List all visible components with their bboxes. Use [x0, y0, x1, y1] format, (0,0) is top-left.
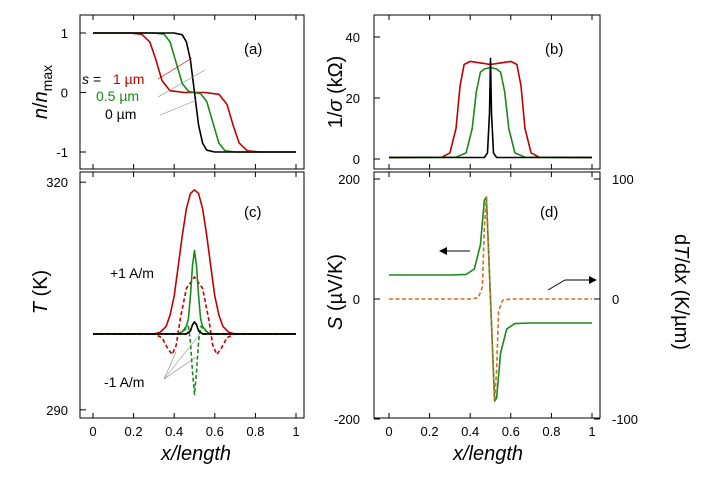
legend-0um-pointer: [159, 99, 198, 116]
legend-0um: 0 µm: [105, 106, 136, 122]
panel-b-ytick-label: 20: [346, 91, 360, 106]
panel-d-xtick-label: 0.4: [461, 424, 479, 439]
panel-c-xlabel: x/length: [160, 443, 231, 465]
legend-s-title: s =: [82, 71, 101, 87]
panel-d-xlabel: x/length: [452, 443, 523, 465]
panel-a: 1 0 -1 (a) n/nmax s = 1 µm 0.5 µm 0 µm: [30, 14, 305, 170]
pointer-minus-3: [163, 333, 201, 380]
panel-a-ytick-label: 1: [61, 26, 68, 41]
annotation-plus-current: +1 A/m: [110, 265, 154, 281]
panel-c-series-5: [93, 320, 296, 335]
panel-d-y2tick-label: 0: [612, 292, 619, 307]
panel-b-series-2: [389, 57, 592, 159]
panel-d-xtick-label: 0: [385, 424, 392, 439]
legend-05um-pointer: [157, 69, 206, 98]
panel-d-ylabel: S (µV/K): [325, 254, 347, 330]
panel-b-ytick-label: 0: [353, 152, 360, 167]
legend-1um-pointer: [157, 57, 193, 80]
panel-d-series-1: [389, 196, 592, 402]
panel-c-series-3: [93, 325, 296, 396]
panel-c-xtick-label: 0: [89, 424, 96, 439]
arrow-to-right-axis-shaft: [547, 279, 566, 291]
panel-b-ytick-label: 40: [346, 30, 360, 45]
panel-d-xtick-label: 0.6: [502, 424, 520, 439]
panel-c-series-4: [93, 320, 296, 335]
panel-c: 320 290 0 0.2 0.4 0.6 0.8 1 (c) T (K) x/length…: [30, 171, 305, 465]
panel-c-xtick-label: 1: [292, 424, 299, 439]
panel-a-series-2: [93, 32, 296, 153]
panel-d-y2tick-label: 100: [612, 172, 634, 187]
panel-a-ytick-label: 0: [61, 86, 68, 101]
panel-a-ytick-label: -1: [56, 145, 68, 160]
legend-05um: 0.5 µm: [96, 88, 139, 104]
annotation-minus-current: -1 A/m: [104, 374, 144, 390]
panel-a-ylabel: n/nmax: [30, 65, 55, 119]
panel-a-label: (a): [244, 41, 262, 58]
panel-c-xtick-label: 0.2: [125, 424, 143, 439]
panel-c-series-0: [93, 189, 296, 335]
panel-d-ytick-label: -200: [334, 412, 360, 427]
panel-c-ylabel: T (K): [30, 270, 52, 314]
legend-1um: 1 µm: [113, 71, 144, 87]
panel-d: 200 0 -200 100 0 -100 0 0.2 0.4 0.6 0.8 1 (d) S (…: [325, 171, 692, 465]
panel-b-label: (b): [545, 41, 563, 58]
panel-b-frame: [373, 14, 601, 170]
panel-b-ylabel: 1/σ (kΩ): [325, 56, 347, 129]
panel-d-ylabel-right: dT/dx (K/µm): [670, 234, 692, 350]
pointer-minus-2: [163, 356, 197, 380]
panel-d-xtick-label: 0.2: [421, 424, 439, 439]
panel-c-label: (c): [244, 204, 262, 221]
panel-d-xtick-label: 0.8: [542, 424, 560, 439]
panel-c-xtick-label: 0.4: [165, 424, 183, 439]
panel-c-series-1: [93, 276, 296, 356]
panel-d-ytick-label: 0: [353, 292, 360, 307]
panel-d-xtick-label: 1: [588, 424, 595, 439]
panel-c-frame: [79, 171, 305, 419]
panel-b: 0 20 40 (b) 1/σ (kΩ): [325, 14, 601, 170]
panel-d-label: (d): [540, 204, 558, 221]
panel-c-xtick-label: 0.8: [246, 424, 264, 439]
panel-d-ytick-label: 200: [338, 172, 360, 187]
panel-d-y2tick-label: -100: [612, 412, 638, 427]
panel-c-ytick-label: 290: [46, 403, 68, 418]
panel-c-ytick-label: 320: [46, 175, 68, 190]
pointer-minus-1: [163, 351, 177, 380]
panel-c-xtick-label: 0.6: [206, 424, 224, 439]
panel-d-frame: [373, 171, 601, 419]
